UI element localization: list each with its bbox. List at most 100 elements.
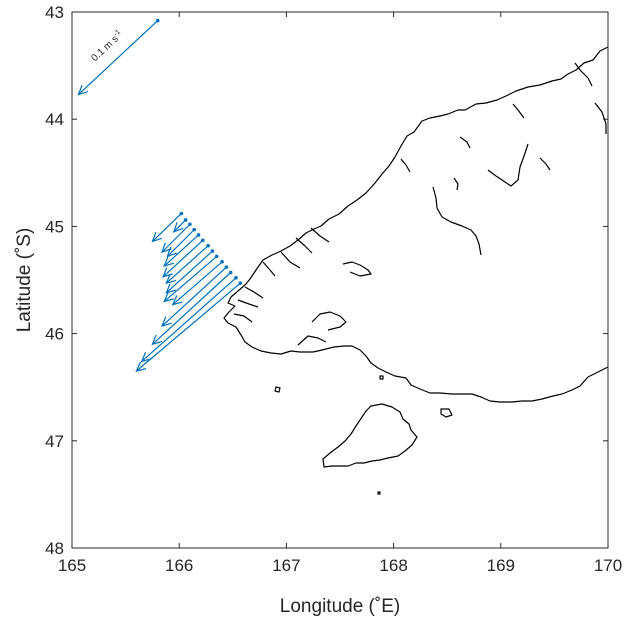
- lake-hauroko: [297, 335, 327, 346]
- current-vector-shaft-6: [165, 245, 209, 284]
- lake-te-anau: [432, 186, 482, 256]
- current-vector-head-2: [161, 242, 172, 254]
- current-vector-9: [171, 259, 224, 306]
- current-vector-head-6: [165, 273, 177, 285]
- x-axis-title: Longitude (˚E): [280, 596, 400, 617]
- current-vector-shaft-10: [161, 266, 227, 327]
- current-vector-origin-8: [214, 254, 219, 259]
- scale-vector-head-0: [77, 85, 89, 96]
- islet-2: [379, 375, 384, 380]
- current-vector-head-9: [171, 295, 183, 306]
- current-vector-7: [165, 249, 215, 294]
- current-vector-head-1: [172, 222, 184, 233]
- current-vector-head-3: [166, 246, 178, 258]
- current-vector-origin-12: [234, 276, 238, 280]
- current-vectors: [135, 211, 243, 373]
- current-vector-13: [135, 281, 243, 373]
- current-vector-head-8: [163, 292, 175, 303]
- current-vector-head-10: [161, 316, 172, 328]
- fiord-5: [244, 286, 264, 299]
- lake-wanaka: [574, 62, 593, 87]
- scale-vector-0: [77, 18, 160, 96]
- lake-ohau: [512, 103, 525, 119]
- current-vector-origin-4: [196, 233, 201, 237]
- y-tick-label-5: 48: [45, 539, 64, 558]
- lake-manapouri: [342, 261, 372, 277]
- current-vector-2: [161, 222, 192, 254]
- y-axis-title: Latitude (˚S): [14, 228, 35, 333]
- fiord-7: [233, 313, 253, 323]
- current-vector-shaft-11: [151, 272, 232, 345]
- fiord-2: [280, 251, 301, 269]
- y-tick-label-2: 45: [45, 217, 64, 236]
- current-vector-shaft-12: [141, 277, 237, 362]
- current-vector-head-12: [140, 352, 152, 363]
- current-vector-shaft-9: [172, 261, 223, 306]
- current-vector-6: [165, 243, 210, 285]
- current-vector-origin-6: [206, 243, 210, 248]
- current-vector-1: [172, 218, 188, 233]
- current-vector-head-11: [151, 334, 163, 346]
- scale-vector-origin-0: [155, 18, 160, 23]
- x-tick-label-3: 168: [379, 556, 407, 575]
- fiord-1: [262, 261, 276, 277]
- current-vector-head-7: [165, 283, 177, 294]
- current-vector-origin-10: [224, 265, 229, 269]
- current-vector-origin-1: [183, 218, 188, 222]
- current-vector-head-13: [135, 361, 147, 373]
- fiord-4: [310, 227, 330, 243]
- current-vector-origin-2: [188, 222, 192, 227]
- current-vector-0: [151, 211, 184, 243]
- current-vector-head-4: [163, 256, 174, 267]
- fiord-3: [295, 237, 313, 254]
- x-tick-label-1: 166: [165, 556, 193, 575]
- y-tick-label-0: 43: [45, 3, 64, 22]
- axes: 165 166 167 168 169 170 43 44 45 46 47 48: [45, 3, 622, 575]
- x-tick-label-2: 167: [272, 556, 300, 575]
- south-island-coast: [223, 46, 608, 403]
- current-vector-origin-0: [179, 211, 184, 216]
- scale-vector-shaft-0: [78, 20, 159, 95]
- current-vector-head-0: [151, 231, 163, 243]
- current-vector-11: [151, 270, 233, 346]
- current-vector-3: [166, 227, 197, 258]
- x-tick-label-5: 170: [594, 556, 622, 575]
- stewart-island-coast: [322, 403, 418, 468]
- scale-vector-label-exponent: -1: [113, 29, 122, 38]
- current-vector-origin-7: [210, 249, 215, 253]
- current-vector-shaft-8: [163, 255, 218, 302]
- current-vector-shaft-0: [151, 213, 182, 242]
- current-vector-4: [163, 233, 201, 267]
- islet-1: [274, 386, 281, 393]
- current-vector-shaft-2: [161, 223, 191, 253]
- fiord-6: [237, 299, 259, 308]
- lake-monowai: [311, 311, 347, 331]
- y-tick-label-4: 47: [45, 432, 64, 451]
- current-vector-origin-9: [220, 259, 224, 264]
- islet-3: [377, 491, 381, 495]
- current-vector-8: [163, 254, 219, 303]
- current-vector-10: [161, 265, 229, 328]
- current-vector-shaft-3: [166, 229, 195, 257]
- lake-hawea: [594, 102, 607, 134]
- current-vector-origin-5: [200, 238, 205, 243]
- small-lake-1: [459, 136, 471, 149]
- current-vector-12: [140, 276, 238, 363]
- x-tick-label-0: 165: [58, 556, 86, 575]
- small-lake-2: [400, 158, 411, 173]
- current-vector-origin-13: [238, 281, 243, 286]
- current-vector-shaft-1: [173, 219, 187, 233]
- current-vector-origin-11: [228, 270, 233, 275]
- current-vector-shaft-4: [163, 234, 199, 267]
- current-vector-shaft-5: [162, 239, 204, 278]
- small-lake-3: [539, 157, 551, 171]
- y-tick-label-3: 46: [45, 325, 64, 344]
- current-vector-shaft-13: [135, 282, 241, 372]
- current-vector-origin-3: [192, 227, 197, 232]
- coastline: [223, 46, 608, 495]
- plot-area: 0.1 m s-1: [71, 11, 609, 549]
- current-vector-shaft-7: [165, 250, 213, 294]
- lake-wakatipu: [487, 143, 529, 187]
- ruapuke-island: [440, 408, 453, 418]
